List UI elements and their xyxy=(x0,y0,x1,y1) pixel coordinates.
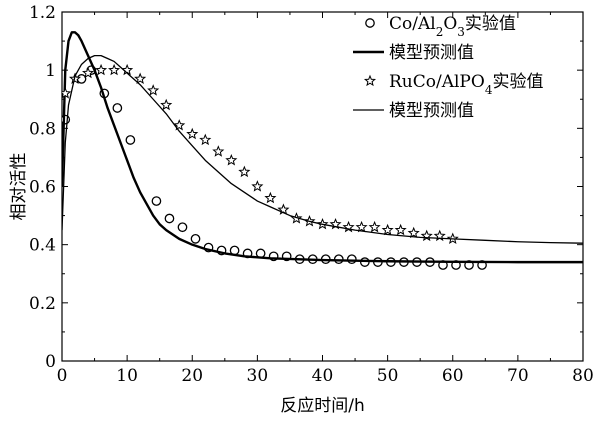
x-tick-label: 80 xyxy=(572,366,594,386)
legend-text-sub2: 3 xyxy=(457,25,465,39)
y-tick-label: 0.6 xyxy=(29,178,56,198)
legend-text-label: 模型预测值 xyxy=(389,43,474,63)
y-tick-label: 0.2 xyxy=(29,294,56,314)
series-2-point xyxy=(381,223,394,236)
y-tick-label: 1 xyxy=(45,61,56,81)
x-tick-label: 60 xyxy=(442,366,464,386)
series-2-point xyxy=(264,191,277,204)
series-2-point xyxy=(394,223,407,236)
series-2-point xyxy=(407,226,420,239)
series-2-point xyxy=(251,180,264,192)
y-tick-label: 0.8 xyxy=(29,119,56,139)
x-tick-label: 10 xyxy=(116,366,138,386)
series-1-line xyxy=(62,31,583,264)
series-3-line xyxy=(62,54,583,244)
y-tick-label: 1.2 xyxy=(29,3,56,23)
legend-marker-circle xyxy=(365,18,375,28)
x-tick-label: 40 xyxy=(312,366,334,386)
x-axis-title: 反应时间/h xyxy=(280,396,365,416)
series-0-point xyxy=(125,135,136,145)
series-2-point xyxy=(238,165,251,178)
series-0-point xyxy=(359,257,370,267)
series-2-point xyxy=(368,220,381,233)
series-2-point xyxy=(108,63,121,76)
series-2-point xyxy=(147,84,160,96)
plot-frame xyxy=(61,11,584,362)
x-tick-label: 20 xyxy=(181,366,203,386)
series-2-point xyxy=(355,220,368,233)
series-0-point xyxy=(112,103,123,113)
series-2-point xyxy=(62,87,72,99)
series-2-point xyxy=(199,133,212,146)
legend-label-2: RuCo/AlPO4实验值 xyxy=(389,72,543,97)
y-tick-label: 0.4 xyxy=(29,236,56,256)
legend-text-suffix: 实验值 xyxy=(492,72,543,92)
series-0-point xyxy=(177,222,188,233)
legend-text-sub1: 2 xyxy=(436,25,444,39)
x-tick-label: 30 xyxy=(247,366,269,386)
y-axis-title: 相对活性 xyxy=(9,153,29,221)
series-0-point xyxy=(62,114,71,125)
series-2-point xyxy=(225,153,238,166)
legend-label-1: 模型预测值 xyxy=(389,43,474,63)
series-0-point xyxy=(164,213,175,224)
legend-text-label: Co/Al xyxy=(389,14,436,34)
series-2-point xyxy=(95,63,108,76)
legend-label-0: Co/Al2O3实验值 xyxy=(389,14,516,39)
x-tick-label: 50 xyxy=(377,366,399,386)
series-0-point xyxy=(190,234,201,244)
x-tick-label: 0 xyxy=(57,366,68,386)
y-tick-label: 0 xyxy=(45,352,56,372)
series-0-point xyxy=(346,254,357,265)
series-2-point xyxy=(212,145,225,157)
series-2-point xyxy=(82,66,95,79)
series-2-point xyxy=(134,72,147,85)
series-2-point xyxy=(420,229,433,242)
series-2-point xyxy=(160,98,173,111)
legend-label-3: 模型预测值 xyxy=(389,101,474,121)
legend-text-label: 模型预测值 xyxy=(389,101,474,121)
legend-text-mid: O xyxy=(443,14,457,34)
legend-text-label: RuCo/AlPO xyxy=(389,72,485,92)
x-tick-label: 70 xyxy=(507,366,529,386)
series-2-point xyxy=(186,127,199,140)
series-2-point xyxy=(173,119,186,131)
series-0-point xyxy=(151,196,162,206)
legend-text-suffix: 实验值 xyxy=(465,14,516,34)
legend-text-sub1: 4 xyxy=(485,83,493,97)
legend-marker-star xyxy=(363,74,377,87)
